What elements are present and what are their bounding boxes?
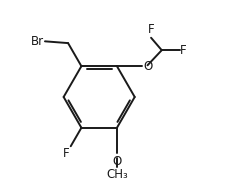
- Text: O: O: [144, 60, 153, 73]
- Text: CH₃: CH₃: [106, 168, 128, 181]
- Text: Br: Br: [31, 35, 44, 48]
- Text: F: F: [147, 23, 154, 36]
- Text: F: F: [63, 147, 70, 160]
- Text: O: O: [112, 155, 121, 168]
- Text: F: F: [180, 44, 187, 57]
